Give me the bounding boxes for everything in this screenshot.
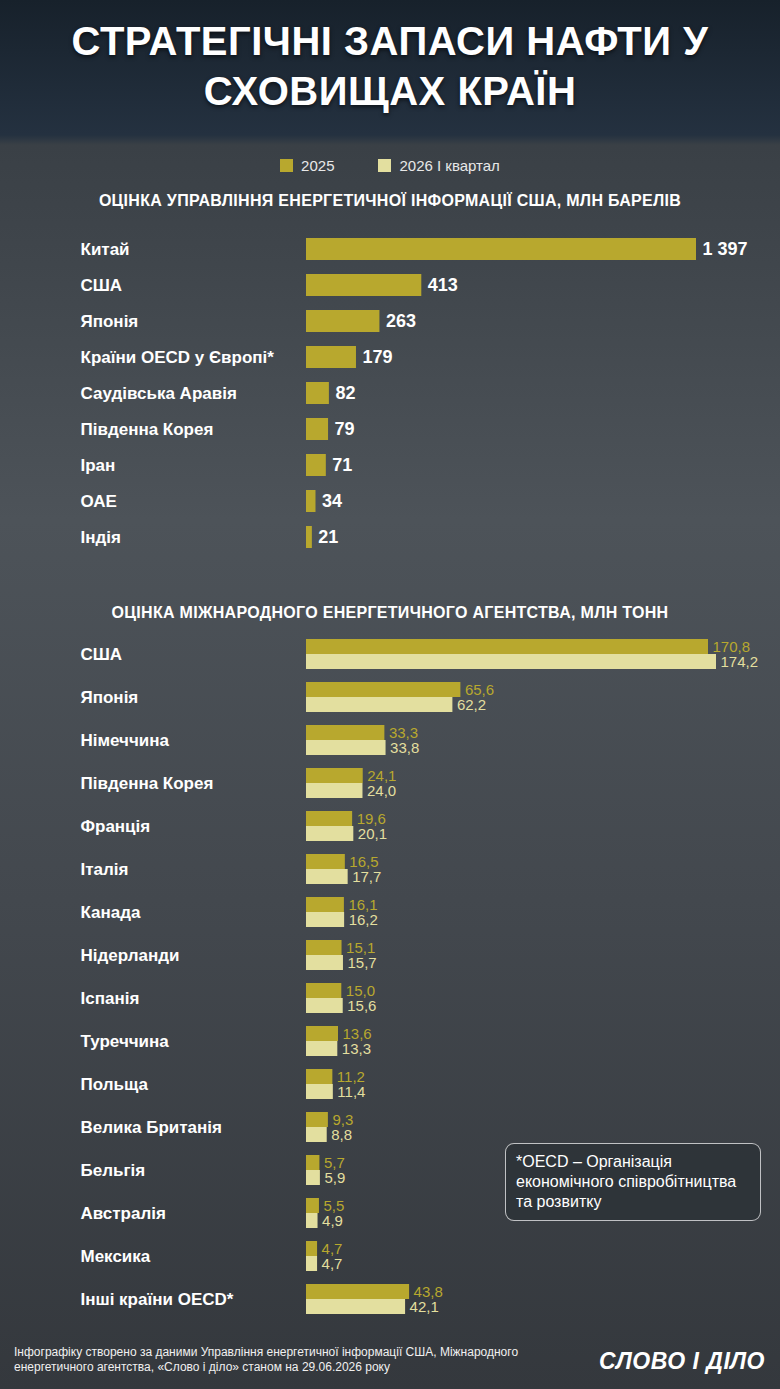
svg-text:Туреччина: Туреччина xyxy=(81,1032,170,1051)
svg-text:Нідерланди: Нідерланди xyxy=(81,946,180,965)
svg-text:42,1: 42,1 xyxy=(410,1298,439,1315)
svg-text:Японія: Японія xyxy=(81,688,139,707)
svg-text:4,9: 4,9 xyxy=(322,1212,343,1229)
svg-text:15,7: 15,7 xyxy=(347,954,376,971)
svg-text:Саудівська Аравія: Саудівська Аравія xyxy=(81,384,237,403)
svg-text:21: 21 xyxy=(318,527,338,547)
svg-text:16,5: 16,5 xyxy=(349,852,379,870)
svg-text:8,8: 8,8 xyxy=(331,1126,352,1143)
svg-text:34: 34 xyxy=(322,491,342,511)
svg-text:Китай: Китай xyxy=(81,240,130,259)
svg-text:263: 263 xyxy=(386,311,416,331)
svg-text:24,1: 24,1 xyxy=(367,766,397,784)
svg-text:5,5: 5,5 xyxy=(323,1196,345,1214)
svg-text:16,2: 16,2 xyxy=(349,911,378,928)
svg-text:17,7: 17,7 xyxy=(352,868,381,885)
svg-text:62,2: 62,2 xyxy=(457,696,486,713)
svg-text:ОАЕ: ОАЕ xyxy=(81,492,117,511)
svg-text:16,1: 16,1 xyxy=(348,895,378,913)
svg-text:24,0: 24,0 xyxy=(367,782,396,799)
svg-text:43,8: 43,8 xyxy=(413,1282,443,1300)
svg-text:9,3: 9,3 xyxy=(332,1110,354,1128)
svg-text:Японія: Японія xyxy=(81,312,139,331)
svg-text:Італія: Італія xyxy=(81,860,129,879)
html-text:2026 І квартал: 2026 І квартал xyxy=(399,157,500,174)
svg-text:20,1: 20,1 xyxy=(358,825,387,842)
svg-text:174,2: 174,2 xyxy=(721,653,759,670)
svg-text:11,4: 11,4 xyxy=(337,1083,365,1100)
svg-text:1 397: 1 397 xyxy=(703,239,748,259)
html-text:2025: 2025 xyxy=(301,157,335,174)
svg-text:65,6: 65,6 xyxy=(464,680,495,698)
svg-text:4,7: 4,7 xyxy=(321,1239,343,1257)
svg-text:Велика Британія: Велика Британія xyxy=(81,1118,222,1137)
svg-text:Канада: Канада xyxy=(81,903,142,922)
svg-text:170,8: 170,8 xyxy=(712,637,750,655)
svg-text:Німеччина: Німеччина xyxy=(81,731,170,750)
svg-text:5,7: 5,7 xyxy=(323,1153,345,1171)
svg-text:США: США xyxy=(81,276,123,295)
svg-text:15,0: 15,0 xyxy=(345,981,375,999)
svg-text:4,7: 4,7 xyxy=(322,1255,343,1272)
svg-text:19,6: 19,6 xyxy=(356,809,386,827)
svg-text:Інші країни OECD*: Інші країни OECD* xyxy=(81,1290,234,1309)
svg-text:79: 79 xyxy=(335,419,355,439)
svg-text:Іран: Іран xyxy=(81,456,116,475)
svg-text:179: 179 xyxy=(362,347,392,367)
svg-text:Іспанія: Іспанія xyxy=(81,989,140,1008)
svg-text:Австралія: Австралія xyxy=(81,1204,166,1223)
html-text:ОЦІНКА УПРАВЛІННЯ ЕНЕРГЕТИЧНОЇ: ОЦІНКА УПРАВЛІННЯ ЕНЕРГЕТИЧНОЇ ІНФОРМАЦІ… xyxy=(98,192,682,209)
svg-text:Південна Корея: Південна Корея xyxy=(81,420,214,439)
svg-text:Бельгія: Бельгія xyxy=(81,1161,146,1180)
html-text:ОЦІНКА МІЖНАРОДНОГО ЕНЕРГЕТИЧН: ОЦІНКА МІЖНАРОДНОГО ЕНЕРГЕТИЧНОГО АГЕНТС… xyxy=(111,604,669,621)
svg-text:Країни OECD у Європі*: Країни OECD у Європі* xyxy=(81,348,275,367)
svg-text:15,6: 15,6 xyxy=(347,997,376,1014)
html-text:*OECD – Організація економічно: *OECD – Організація економічного співроб… xyxy=(516,1153,737,1210)
svg-text:33,3: 33,3 xyxy=(388,723,419,741)
svg-text:Польща: Польща xyxy=(81,1075,149,1094)
svg-text:11,2: 11,2 xyxy=(336,1067,365,1085)
svg-text:33,8: 33,8 xyxy=(390,739,419,756)
svg-text:13,3: 13,3 xyxy=(342,1040,371,1057)
svg-text:15,1: 15,1 xyxy=(346,938,376,956)
svg-text:413: 413 xyxy=(428,275,458,295)
svg-text:71: 71 xyxy=(332,455,352,475)
svg-text:5,9: 5,9 xyxy=(324,1169,345,1186)
svg-text:Південна Корея: Південна Корея xyxy=(81,774,214,793)
html-text:Інфографіку створено за даними: Інфографіку створено за даними Управлінн… xyxy=(14,1345,519,1374)
svg-text:Мексика: Мексика xyxy=(81,1247,151,1266)
svg-text:Франція: Франція xyxy=(81,817,151,836)
svg-text:82: 82 xyxy=(335,383,355,403)
html-text:СЛОВО І ДІЛО: СЛОВО І ДІЛО xyxy=(598,1348,765,1374)
svg-text:США: США xyxy=(81,645,123,664)
svg-text:Індія: Індія xyxy=(81,528,121,547)
html-text:СТРАТЕГІЧНІ ЗАПАСИ НАФТИ У СХО: СТРАТЕГІЧНІ ЗАПАСИ НАФТИ У СХОВИЩАХ КРАЇ… xyxy=(71,19,709,113)
svg-text:13,6: 13,6 xyxy=(342,1024,372,1042)
